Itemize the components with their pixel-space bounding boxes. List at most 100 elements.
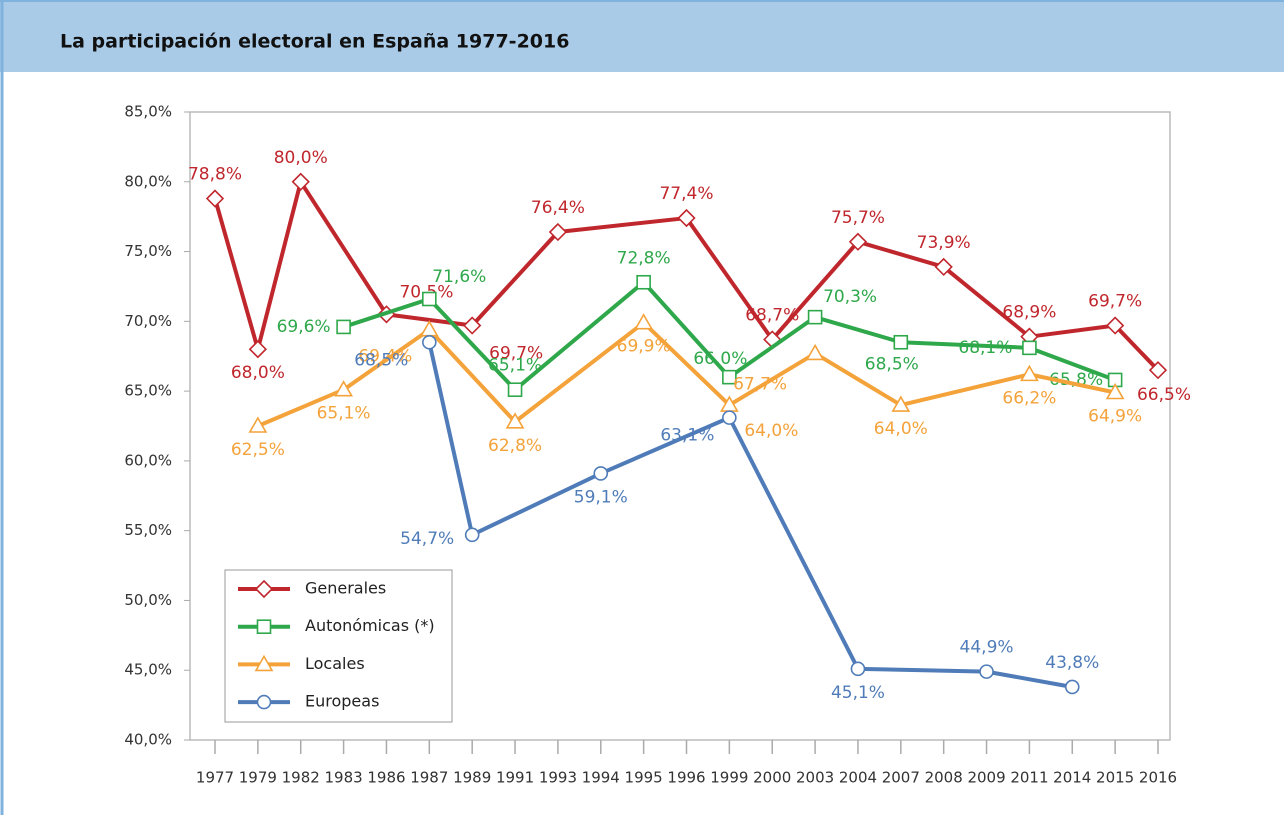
x-tick-label: 1991 [496,769,534,787]
x-tick-label: 1982 [282,769,320,787]
x-tick-label: 2009 [967,769,1005,787]
x-tick-label: 2008 [925,769,963,787]
x-tick-label: 1983 [324,769,362,787]
series-line [598,415,732,476]
series-line [641,320,732,408]
value-label: 66,2% [1002,388,1056,408]
series-line [984,669,1075,689]
value-label: 75,7% [831,208,885,228]
value-label: 73,9% [917,233,971,253]
data-point [548,222,568,242]
series-line [898,340,1032,350]
value-label: 68,0% [231,363,285,383]
x-tick-label: 2003 [796,769,834,787]
y-tick-label: 85,0% [124,103,172,121]
value-label: 65,1% [317,404,371,424]
value-label: 77,4% [659,184,713,204]
data-point [850,661,866,677]
series-line [255,179,303,352]
data-point [336,319,351,335]
data-point [463,316,482,335]
value-label: 69,7% [489,344,543,364]
value-label: 68,7% [745,305,799,325]
value-label: 68,9% [1002,303,1056,323]
data-point [636,274,651,290]
series-line [855,239,946,269]
data-point [248,340,267,359]
value-label: 69,9% [617,337,671,357]
value-label: 59,1% [574,487,628,507]
plot-frame [189,111,1171,741]
data-point [677,208,696,228]
value-label: 43,8% [1045,653,1099,673]
value-label: 64,9% [1088,407,1142,427]
legend-marker [256,694,272,710]
x-tick-label: 2015 [1096,769,1134,787]
x-tick-label: 1977 [196,769,234,787]
value-label: 68,1% [958,338,1012,358]
data-point [205,189,225,208]
value-label: 68,5% [865,354,919,374]
value-label: 80,0% [274,148,328,168]
data-point [848,232,868,251]
value-label: 68,5% [354,350,408,370]
legend-label: Locales [305,654,365,673]
data-point [891,395,911,412]
value-label: 64,0% [744,421,798,441]
series-line [427,340,475,537]
value-label: 65,1% [488,356,542,376]
value-label: 45,1% [831,683,885,703]
data-point [934,257,953,277]
legend-marker [254,579,274,599]
series-line [341,327,432,392]
series-line [684,216,775,342]
data-point [248,416,268,433]
series-line [470,230,560,328]
x-tick-label: 1986 [367,769,405,787]
header-band [0,0,1284,72]
data-point [805,343,825,361]
value-label: 76,4% [531,198,585,218]
value-label: 66,0% [693,349,747,369]
series-line [813,351,903,408]
value-label: 62,8% [488,436,542,456]
y-tick-label: 65,0% [124,382,172,400]
series-line [513,320,646,424]
data-point [634,313,654,330]
series-line [855,666,989,674]
value-label: 65,8% [1049,370,1103,390]
legend-label: Autonómicas (*) [305,616,435,635]
x-tick-label: 2007 [882,769,920,787]
x-tick-label: 1989 [453,769,491,787]
value-label: 78,8% [188,165,242,185]
data-point [507,382,523,398]
x-tick-label: 2016 [1139,769,1177,787]
y-tick-label: 45,0% [124,661,172,679]
data-point [722,369,737,385]
data-point [1020,364,1039,382]
x-tick-label: 1999 [710,769,748,787]
legend-label: Europeas [305,692,379,711]
series-line [770,239,860,342]
y-tick-label: 80,0% [124,172,172,190]
x-tick-label: 2011 [1010,769,1048,787]
value-label: 72,8% [617,248,671,268]
x-tick-label: 2014 [1053,769,1091,787]
value-label: 69,7% [1088,292,1142,312]
series-line [341,297,432,329]
x-tick-label: 1995 [625,769,663,787]
data-point [334,380,353,397]
data-point [1106,316,1125,335]
value-label: 67,7% [733,374,787,394]
series-line [1027,345,1118,382]
x-tick-label: 1996 [667,769,705,787]
data-point [893,334,909,350]
data-point [1022,340,1037,356]
series-line [1113,323,1160,373]
y-tick-label: 40,0% [124,731,172,749]
x-tick-label: 1979 [239,769,277,787]
value-label: 69,4% [358,347,412,367]
value-label: 44,9% [960,638,1014,658]
